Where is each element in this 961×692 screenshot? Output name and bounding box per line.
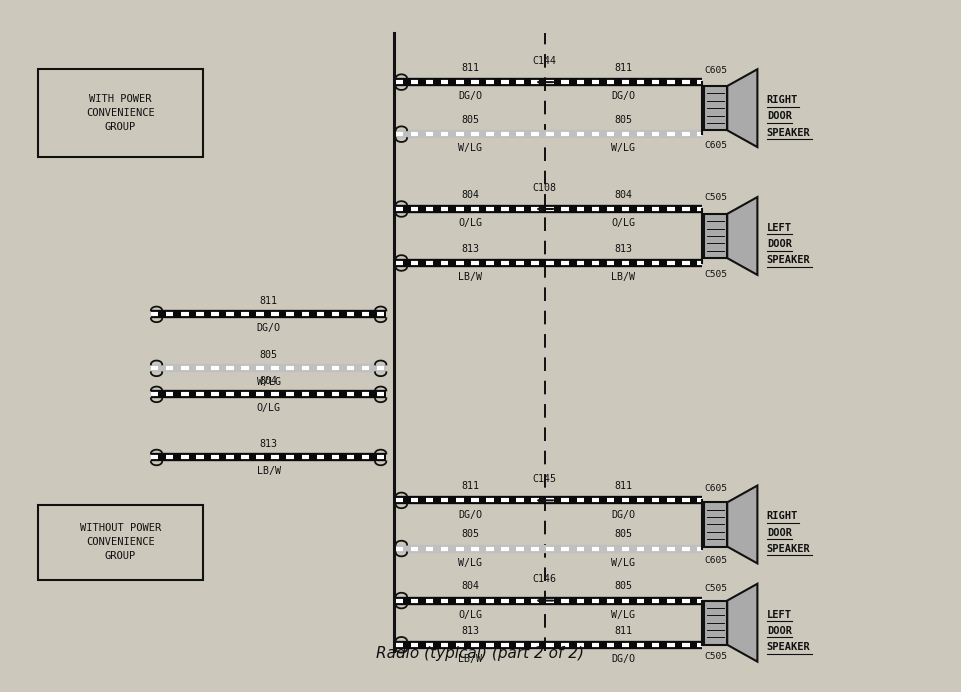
Bar [703,502,727,547]
Text: C605: C605 [704,141,727,150]
Text: LB/W: LB/W [257,466,281,476]
Text: 811: 811 [461,482,480,491]
Bar [37,505,203,580]
Text: 811: 811 [614,63,632,73]
Text: DG/O: DG/O [257,323,281,333]
Text: O/LG: O/LG [458,610,482,619]
Text: 813: 813 [461,626,480,636]
Text: 813: 813 [259,439,278,449]
Text: LB/W: LB/W [458,272,482,282]
Text: LB/W: LB/W [611,272,635,282]
Text: 805: 805 [259,350,278,360]
Polygon shape [727,486,757,563]
Polygon shape [727,197,757,275]
Text: 805: 805 [614,529,632,540]
Polygon shape [727,584,757,662]
Bar [37,69,203,157]
Text: DOOR: DOOR [767,527,792,538]
Text: 804: 804 [259,376,278,386]
Text: WITH POWER
CONVENIENCE
GROUP: WITH POWER CONVENIENCE GROUP [86,94,155,132]
Text: W/LG: W/LG [611,610,635,619]
Text: C108: C108 [532,183,556,193]
Text: C605: C605 [704,556,727,565]
Text: 811: 811 [614,482,632,491]
Text: 804: 804 [614,190,632,200]
Text: DG/O: DG/O [458,509,482,520]
Text: O/LG: O/LG [458,218,482,228]
Text: Radio (typical) (part 2 of 2): Radio (typical) (part 2 of 2) [377,646,584,661]
Text: SPEAKER: SPEAKER [767,642,810,652]
Text: C505: C505 [704,585,727,594]
Text: 811: 811 [461,63,480,73]
Text: 813: 813 [614,244,632,254]
Bar [703,601,727,645]
Text: O/LG: O/LG [257,403,281,413]
Text: C505: C505 [704,193,727,202]
Text: C505: C505 [704,652,727,661]
Text: W/LG: W/LG [257,377,281,387]
Text: SPEAKER: SPEAKER [767,544,810,554]
Text: 805: 805 [461,529,480,540]
Text: RIGHT: RIGHT [767,95,798,105]
Text: 805: 805 [614,581,632,592]
Text: WITHOUT POWER
CONVENIENCE
GROUP: WITHOUT POWER CONVENIENCE GROUP [80,523,160,561]
Text: LEFT: LEFT [767,610,792,619]
Text: W/LG: W/LG [458,143,482,154]
Text: SPEAKER: SPEAKER [767,127,810,138]
Text: C605: C605 [704,66,727,75]
Text: LEFT: LEFT [767,223,792,233]
Bar [703,214,727,258]
Text: DG/O: DG/O [611,91,635,101]
Text: 811: 811 [259,296,278,306]
Text: W/LG: W/LG [611,558,635,567]
Text: DG/O: DG/O [611,509,635,520]
Text: DG/O: DG/O [458,91,482,101]
Text: C605: C605 [704,484,727,493]
Bar [703,86,727,130]
Text: 804: 804 [461,190,480,200]
Text: C505: C505 [704,270,727,279]
Text: RIGHT: RIGHT [767,511,798,521]
Text: SPEAKER: SPEAKER [767,255,810,265]
Text: DOOR: DOOR [767,111,792,121]
Text: W/LG: W/LG [458,558,482,567]
Text: DOOR: DOOR [767,239,792,249]
Text: C146: C146 [532,574,556,584]
Text: LB/W: LB/W [458,654,482,664]
Text: 805: 805 [614,115,632,125]
Text: DOOR: DOOR [767,626,792,636]
Text: O/LG: O/LG [611,218,635,228]
Text: 805: 805 [461,115,480,125]
Text: 813: 813 [461,244,480,254]
Text: DG/O: DG/O [611,654,635,664]
Text: C145: C145 [532,474,556,484]
Text: 811: 811 [614,626,632,636]
Text: W/LG: W/LG [611,143,635,154]
Text: 804: 804 [461,581,480,592]
Polygon shape [727,69,757,147]
Text: C144: C144 [532,56,556,66]
